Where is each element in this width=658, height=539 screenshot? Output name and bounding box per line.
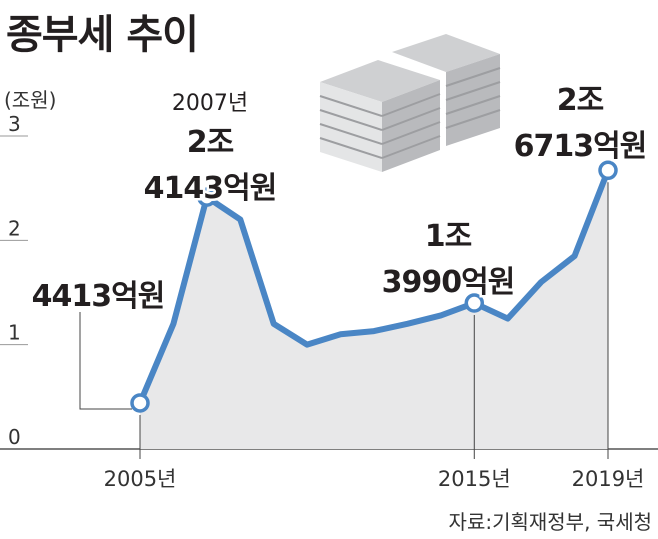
annotation-leader-line <box>79 312 132 410</box>
y-tick-label: 0 <box>8 425 21 449</box>
y-axis-unit: (조원) <box>4 88 57 112</box>
area-fill <box>140 170 608 449</box>
x-tick-label: 2015년 <box>438 467 511 491</box>
y-tick-label: 2 <box>8 216 21 240</box>
x-tick-label: 2005년 <box>104 467 177 491</box>
banknote-stacks-icon <box>319 34 501 172</box>
series-line <box>137 167 611 406</box>
highlight-point <box>130 393 150 413</box>
source-note: 자료:기획재정부, 국세청 <box>448 510 652 534</box>
data-label: 6713억원 <box>514 129 647 164</box>
data-label: 1조 <box>425 219 472 254</box>
highlight-point <box>598 160 618 181</box>
chart-title: 종부세 추이 <box>6 12 199 58</box>
highlight-point <box>464 293 485 313</box>
data-label: 2조 <box>187 125 234 160</box>
data-label: 4413억원 <box>32 279 165 314</box>
y-tick-label: 1 <box>8 321 21 345</box>
data-label: 4143억원 <box>144 171 277 206</box>
data-label: 3990억원 <box>382 265 515 300</box>
x-tick-label: 2019년 <box>572 467 645 491</box>
highlight-point <box>197 187 217 207</box>
data-label: 2007년 <box>172 91 248 116</box>
y-tick-label: 3 <box>8 112 21 136</box>
data-label: 2조 <box>557 83 604 118</box>
